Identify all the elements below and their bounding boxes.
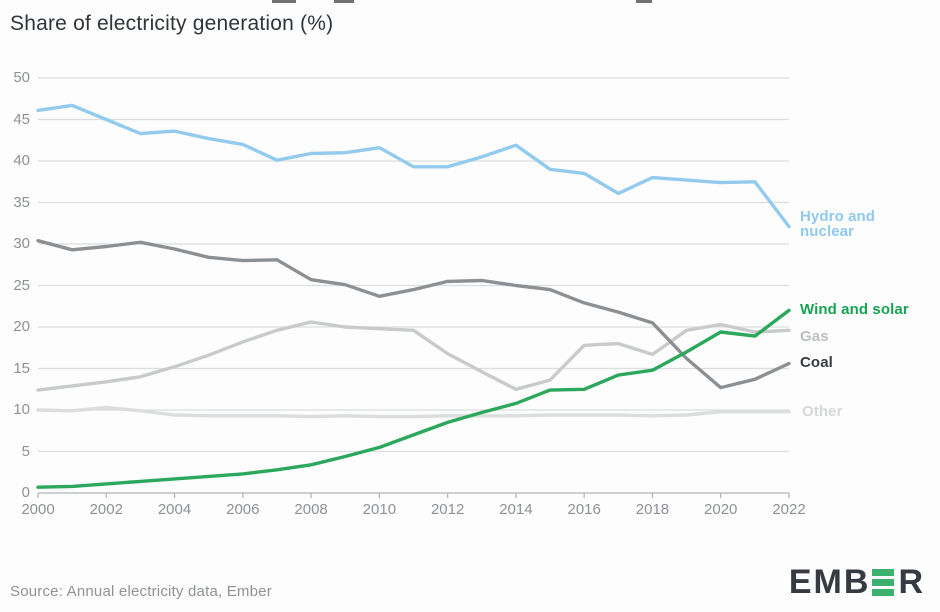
series-label-gas: Gas <box>800 328 829 345</box>
chart-title: Share of electricity generation (%) <box>10 12 334 35</box>
x-axis-tick-label: 2014 <box>499 501 533 518</box>
x-axis-tick-label: 2008 <box>294 501 328 518</box>
y-axis-tick-label: 30 <box>13 235 30 252</box>
cropped-text-artifact <box>272 0 296 3</box>
series-label-hydro-nuclear: Hydro and nuclear <box>800 208 876 240</box>
ember-logo-text-r: R <box>898 563 925 601</box>
x-axis-tick-label: 2020 <box>704 501 738 518</box>
y-axis-tick-label: 20 <box>13 318 30 335</box>
x-axis-tick-label: 2010 <box>362 501 397 518</box>
x-axis-tick-label: 2022 <box>772 501 806 518</box>
cropped-text-artifact <box>334 0 354 3</box>
cropped-text-artifact <box>636 0 652 3</box>
y-axis-tick-label: 35 <box>13 193 30 211</box>
y-axis-tick-label: 40 <box>13 152 30 169</box>
x-axis-tick-label: 2016 <box>567 501 601 518</box>
y-axis-tick-label: 50 <box>13 69 30 86</box>
x-axis-tick-label: 2006 <box>226 501 260 518</box>
chart-canvas <box>36 77 791 498</box>
y-axis-tick-label: 5 <box>21 442 30 460</box>
ember-logo: EMB R <box>789 563 925 601</box>
y-axis-tick-label: 10 <box>13 401 30 418</box>
ember-logo-text-emb: EMB <box>788 563 871 601</box>
x-axis-tick-label: 2018 <box>635 501 670 518</box>
x-axis-tick-label: 2012 <box>430 501 465 518</box>
x-axis-tick-label: 2002 <box>89 501 123 518</box>
series-label-coal: Coal <box>800 354 833 371</box>
ember-logo-green-e-icon <box>872 568 895 596</box>
x-axis-tick-label: 2000 <box>21 501 55 518</box>
chart-plot-area: Hydro and nuclear Wind and solar Gas Coa… <box>13 69 909 518</box>
x-axis-tick-label: 2004 <box>157 501 192 518</box>
y-axis-tick-label: 0 <box>21 484 30 501</box>
y-axis-tick-label: 25 <box>13 276 30 294</box>
series-label-wind-solar: Wind and solar <box>800 301 909 318</box>
source-note: Source: Annual electricity data, Ember <box>10 583 272 600</box>
y-axis-tick-label: 45 <box>13 110 30 128</box>
series-label-other: Other <box>802 403 843 420</box>
y-axis-tick-label: 15 <box>13 359 30 377</box>
